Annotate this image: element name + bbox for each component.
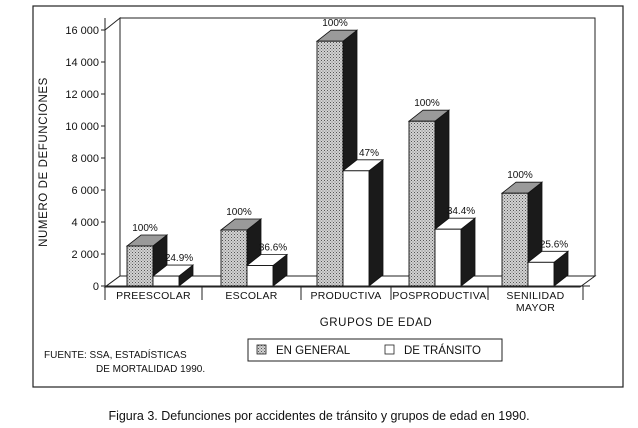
bar-value-label: 100% — [414, 98, 440, 109]
bar-side — [368, 158, 384, 287]
bar-de-transito: 25.6% — [526, 239, 570, 287]
bar-front — [408, 120, 436, 287]
bar-front — [527, 261, 555, 287]
x-tick-label: MAYOR — [516, 302, 555, 314]
x-axis: PREESCOLAR ESCOLAR PRODUCTIVA POSPRODUCTIVA… — [104, 285, 590, 314]
y-axis-title: NUMERO DE DEFUNCIONES — [38, 77, 50, 247]
y-tick-label: 12 000 — [65, 89, 99, 101]
bar-value-label: 25.6% — [540, 239, 568, 250]
bars: 100% 24.9% 100% 36.6% 100% 47% 100% 34.4% 100% 25… — [125, 18, 570, 287]
side-wall — [104, 16, 121, 288]
x-tick-label: SENILIDAD — [506, 290, 564, 302]
bar-de-transito: 47% — [341, 148, 385, 287]
figure-caption: Figura 3. Defunciones por accidentes de … — [108, 409, 529, 423]
bar-value-label: 100% — [322, 18, 348, 29]
bar-front — [501, 192, 529, 287]
x-tick-label: PREESCOLAR — [116, 290, 191, 302]
bar-de-transito: 34.4% — [433, 206, 477, 287]
y-tick-label: 14 000 — [65, 57, 99, 69]
bar-front — [152, 275, 180, 287]
bar-value-label: 24.9% — [165, 253, 193, 264]
source-line-2: DE MORTALIDAD 1990. — [96, 364, 205, 375]
legend-swatch-de-transito — [384, 344, 395, 355]
bar-front — [246, 265, 274, 287]
bar-de-transito: 24.9% — [151, 253, 195, 287]
x-axis-title: GRUPOS DE EDAD — [320, 317, 433, 329]
bar-value-label: 47% — [359, 148, 379, 159]
bar-value-label: 34.4% — [447, 206, 475, 217]
y-tick-label: 2 000 — [71, 249, 99, 261]
bar-front — [126, 245, 154, 287]
y-tick-label: 8 000 — [71, 153, 99, 165]
y-tick-label: 10 000 — [65, 121, 99, 133]
bar-en-general: 100% — [315, 18, 359, 287]
bar-side — [460, 217, 476, 287]
legend-swatch-en-general — [256, 344, 267, 355]
x-tick-label: POSPRODUCTIVA — [392, 290, 486, 302]
bar-front — [316, 40, 344, 287]
bar-value-label: 100% — [226, 207, 252, 218]
bar-front — [342, 170, 370, 287]
y-tick-label: 6 000 — [71, 185, 99, 197]
legend-label-de-transito: DE TRÁNSITO — [404, 344, 481, 357]
x-tick-label: ESCOLAR — [225, 290, 277, 302]
bar-value-label: 100% — [132, 223, 158, 234]
y-axis: 0 2 000 4 000 6 000 8 000 10 000 12 000 14 000 1… — [65, 18, 106, 293]
source-line-1: FUENTE: SSA, ESTADÍSTICAS — [44, 348, 187, 361]
y-tick-label: 4 000 — [71, 217, 99, 229]
y-tick-label: 16 000 — [65, 25, 99, 37]
bar-front — [434, 228, 462, 287]
chart-frame — [32, 5, 624, 388]
y-tick-label: 0 — [93, 281, 99, 293]
bar-de-transito: 36.6% — [245, 243, 289, 287]
x-tick-label: PRODUCTIVA — [310, 290, 381, 302]
bar-value-label: 100% — [507, 170, 533, 181]
legend-box — [247, 338, 503, 362]
bar-value-label: 36.6% — [259, 243, 287, 254]
legend: EN GENERAL DE TRÁNSITO — [247, 338, 503, 362]
bar-front — [220, 229, 248, 287]
legend-label-en-general: EN GENERAL — [276, 345, 351, 357]
